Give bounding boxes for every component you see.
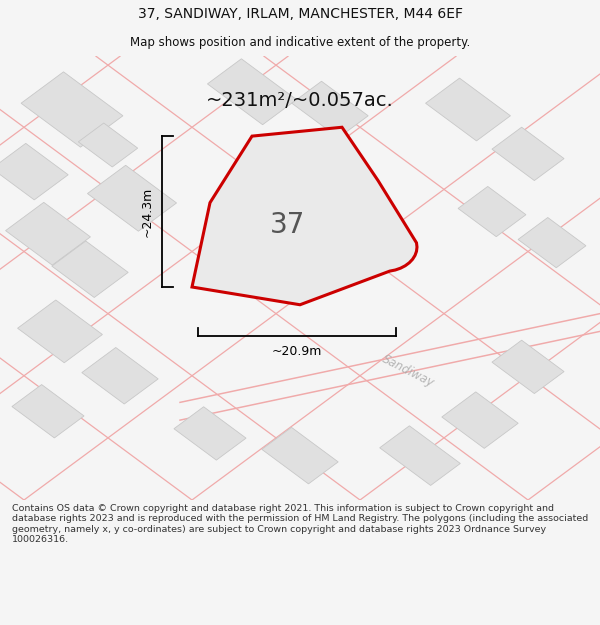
Polygon shape — [0, 143, 68, 200]
Polygon shape — [292, 81, 368, 138]
Text: 37, SANDIWAY, IRLAM, MANCHESTER, M44 6EF: 37, SANDIWAY, IRLAM, MANCHESTER, M44 6EF — [137, 7, 463, 21]
Polygon shape — [79, 123, 137, 167]
Polygon shape — [192, 127, 417, 305]
Polygon shape — [262, 428, 338, 484]
Polygon shape — [442, 392, 518, 448]
Polygon shape — [208, 59, 296, 125]
Polygon shape — [12, 384, 84, 438]
Text: ~24.3m: ~24.3m — [140, 186, 154, 237]
Text: Sandiway: Sandiway — [380, 352, 436, 390]
Polygon shape — [380, 426, 460, 486]
Polygon shape — [492, 340, 564, 394]
Polygon shape — [458, 186, 526, 237]
Polygon shape — [88, 165, 176, 231]
Polygon shape — [5, 202, 91, 265]
Polygon shape — [518, 217, 586, 268]
Polygon shape — [52, 241, 128, 298]
Text: 37: 37 — [271, 211, 305, 239]
Polygon shape — [17, 300, 103, 362]
Polygon shape — [21, 72, 123, 147]
Text: ~20.9m: ~20.9m — [272, 345, 322, 358]
Polygon shape — [425, 78, 511, 141]
Text: Contains OS data © Crown copyright and database right 2021. This information is : Contains OS data © Crown copyright and d… — [12, 504, 588, 544]
Text: ~231m²/~0.057ac.: ~231m²/~0.057ac. — [206, 91, 394, 110]
Polygon shape — [174, 407, 246, 460]
Polygon shape — [82, 348, 158, 404]
Text: Map shows position and indicative extent of the property.: Map shows position and indicative extent… — [130, 36, 470, 49]
Polygon shape — [492, 127, 564, 181]
